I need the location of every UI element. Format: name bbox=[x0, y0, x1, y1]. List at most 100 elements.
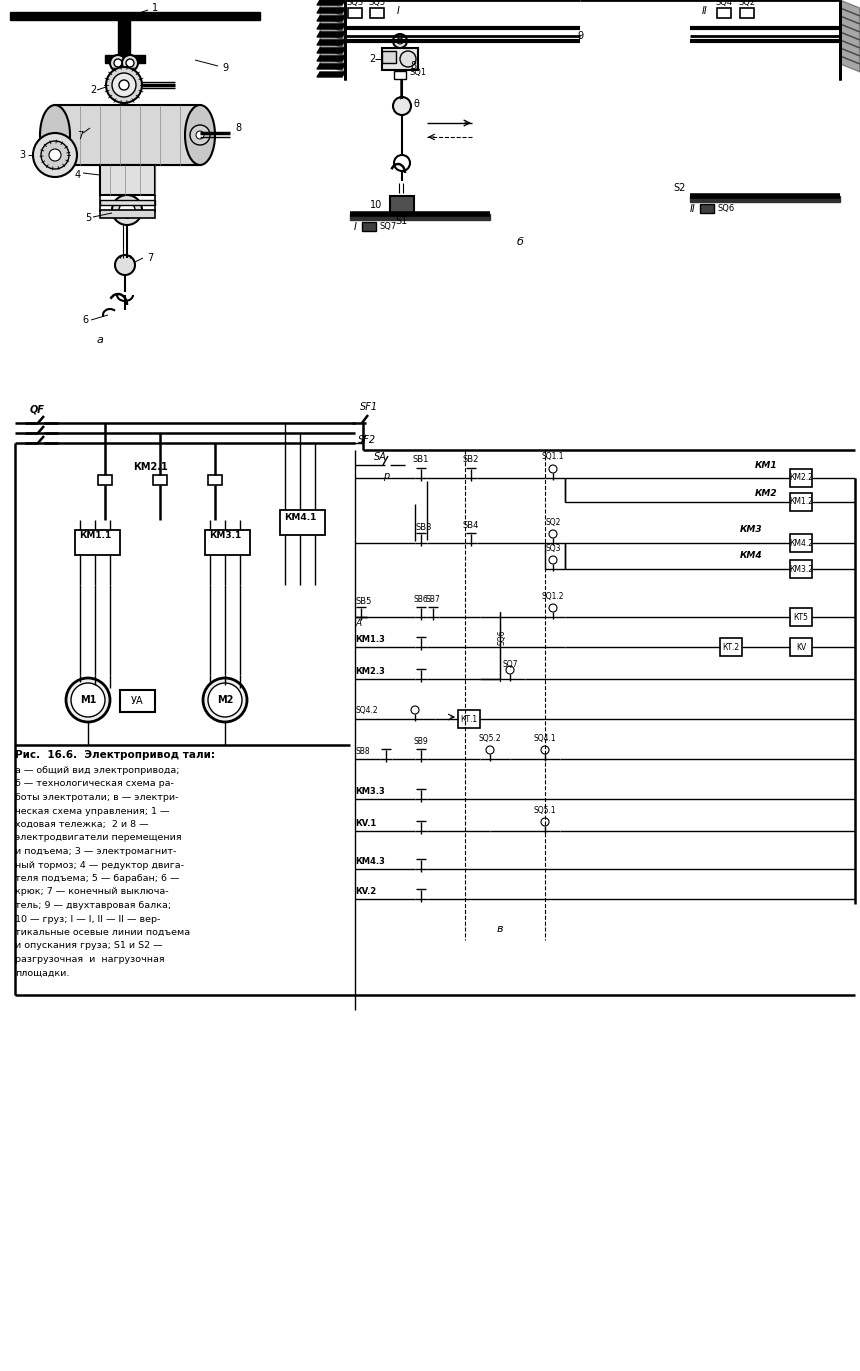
Text: и подъема; 3 — электромагнит-: и подъема; 3 — электромагнит- bbox=[15, 847, 176, 856]
Bar bbox=[120, 690, 155, 712]
Circle shape bbox=[106, 67, 142, 103]
Polygon shape bbox=[320, 25, 345, 40]
Text: УА: УА bbox=[131, 696, 144, 706]
Text: SQ4.1: SQ4.1 bbox=[534, 733, 556, 743]
Circle shape bbox=[126, 59, 134, 67]
Bar bbox=[100, 165, 155, 195]
Polygon shape bbox=[317, 32, 345, 37]
Text: теля подъема; 5 — барабан; 6 —: теля подъема; 5 — барабан; 6 — bbox=[15, 873, 180, 883]
Text: 7: 7 bbox=[77, 132, 83, 141]
Text: SQ3: SQ3 bbox=[545, 543, 561, 553]
Bar bbox=[717, 8, 731, 18]
Bar bbox=[370, 8, 384, 18]
Polygon shape bbox=[840, 48, 860, 64]
Text: SB2: SB2 bbox=[463, 455, 479, 465]
Bar bbox=[100, 210, 155, 218]
Circle shape bbox=[190, 125, 210, 145]
Text: в: в bbox=[497, 924, 503, 934]
Ellipse shape bbox=[185, 106, 215, 165]
Polygon shape bbox=[317, 0, 345, 5]
Polygon shape bbox=[317, 48, 345, 53]
Text: SB5: SB5 bbox=[355, 596, 372, 606]
Polygon shape bbox=[10, 12, 260, 21]
Text: КV.1: КV.1 bbox=[355, 818, 377, 828]
Text: б: б bbox=[517, 237, 524, 247]
Polygon shape bbox=[317, 25, 345, 29]
Text: SB1: SB1 bbox=[413, 455, 429, 465]
Text: 10 — груз; I — I, II — II — вер-: 10 — груз; I — I, II — II — вер- bbox=[15, 914, 160, 924]
Text: КМ1.1: КМ1.1 bbox=[79, 531, 111, 540]
Text: SQ2: SQ2 bbox=[545, 517, 561, 526]
Bar bbox=[55, 106, 200, 165]
Text: 8: 8 bbox=[235, 123, 241, 133]
Polygon shape bbox=[320, 48, 345, 64]
Text: А: А bbox=[355, 618, 361, 628]
Text: КV.2: КV.2 bbox=[355, 887, 377, 895]
Text: SQ7: SQ7 bbox=[380, 222, 397, 232]
Text: I: I bbox=[396, 5, 399, 16]
Circle shape bbox=[122, 55, 138, 71]
Text: SF1: SF1 bbox=[360, 402, 378, 413]
Text: б — технологическая схема ра-: б — технологическая схема ра- bbox=[15, 780, 174, 788]
Text: КМ2.1: КМ2.1 bbox=[132, 462, 168, 472]
Text: θ: θ bbox=[414, 99, 420, 110]
Text: боты электротали; в — электри-: боты электротали; в — электри- bbox=[15, 792, 179, 802]
Text: SB8: SB8 bbox=[355, 746, 370, 755]
Bar bbox=[382, 48, 418, 70]
Polygon shape bbox=[105, 55, 145, 63]
Polygon shape bbox=[317, 8, 345, 12]
Circle shape bbox=[49, 149, 61, 160]
Text: КМ4.1: КМ4.1 bbox=[284, 514, 316, 522]
Text: QF: QF bbox=[30, 404, 45, 415]
Text: SQ2: SQ2 bbox=[739, 0, 756, 7]
Polygon shape bbox=[840, 8, 860, 25]
Polygon shape bbox=[320, 16, 345, 32]
Polygon shape bbox=[840, 56, 860, 73]
Text: SQ5: SQ5 bbox=[368, 0, 385, 7]
Text: тикальные осевые линии подъема: тикальные осевые линии подъема bbox=[15, 928, 190, 936]
Polygon shape bbox=[320, 56, 345, 73]
Circle shape bbox=[549, 605, 557, 611]
Text: SQ6: SQ6 bbox=[497, 629, 507, 644]
Text: 1: 1 bbox=[152, 3, 158, 12]
Bar bbox=[153, 474, 167, 485]
Bar bbox=[208, 474, 222, 485]
Circle shape bbox=[119, 202, 135, 218]
Text: II: II bbox=[689, 204, 695, 214]
Bar bbox=[205, 531, 250, 555]
Circle shape bbox=[114, 59, 122, 67]
Circle shape bbox=[203, 679, 247, 723]
Text: КМ2: КМ2 bbox=[755, 489, 777, 499]
Text: II: II bbox=[702, 5, 708, 16]
Text: 2: 2 bbox=[90, 85, 96, 95]
Text: КМ3.2: КМ3.2 bbox=[789, 565, 813, 573]
Polygon shape bbox=[317, 73, 345, 77]
Text: 10: 10 bbox=[370, 200, 382, 210]
Bar bbox=[790, 469, 812, 487]
Circle shape bbox=[196, 132, 204, 138]
Text: а — общий вид электропривода;: а — общий вид электропривода; bbox=[15, 766, 180, 775]
Text: KV: KV bbox=[796, 643, 806, 651]
Polygon shape bbox=[350, 214, 490, 219]
Text: SQ1.2: SQ1.2 bbox=[542, 591, 564, 600]
Circle shape bbox=[208, 683, 242, 717]
Text: 3: 3 bbox=[19, 149, 25, 160]
Circle shape bbox=[393, 97, 411, 115]
Circle shape bbox=[549, 557, 557, 563]
Circle shape bbox=[115, 255, 135, 276]
Polygon shape bbox=[690, 196, 840, 202]
Circle shape bbox=[394, 155, 410, 171]
Text: SQ1.1: SQ1.1 bbox=[542, 452, 564, 462]
Polygon shape bbox=[317, 64, 345, 69]
Circle shape bbox=[397, 38, 403, 44]
Text: ходовая тележка;  2 и 8 —: ходовая тележка; 2 и 8 — bbox=[15, 820, 149, 829]
Text: 2: 2 bbox=[369, 53, 375, 64]
Text: КМ2.2: КМ2.2 bbox=[789, 473, 813, 483]
Text: S2: S2 bbox=[674, 182, 686, 193]
Text: КМ3.3: КМ3.3 bbox=[355, 787, 384, 795]
Bar bbox=[280, 510, 325, 535]
Text: КМ4.3: КМ4.3 bbox=[355, 857, 385, 865]
Circle shape bbox=[41, 141, 69, 169]
Text: SA: SA bbox=[373, 452, 386, 462]
Text: тель; 9 — двухтавровая балка;: тель; 9 — двухтавровая балка; bbox=[15, 901, 171, 910]
